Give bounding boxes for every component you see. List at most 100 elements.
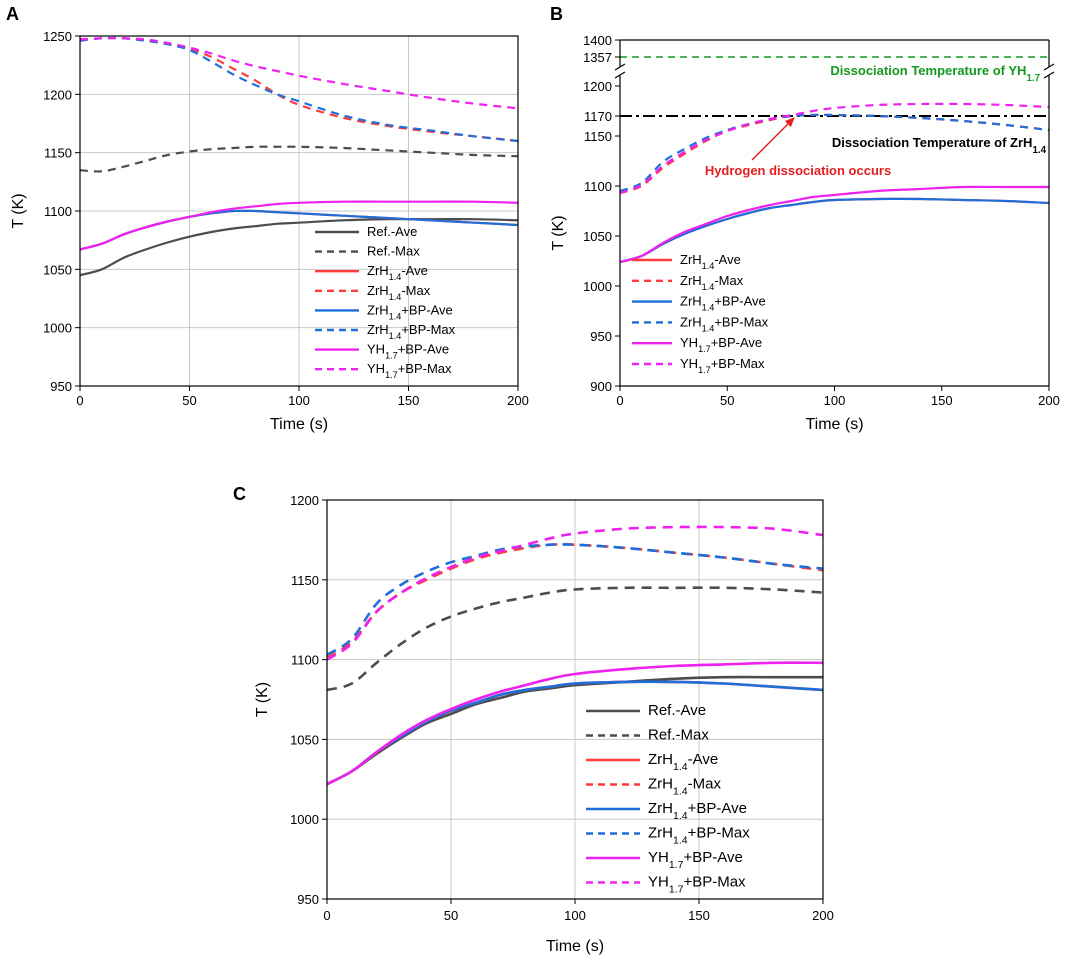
legend-label: YH1.7+BP-Max <box>648 874 746 896</box>
legend-label: ZrH1.4+BP-Max <box>648 825 750 847</box>
x-tick-label: 100 <box>824 393 846 408</box>
legend-label-tail: -Ave <box>714 252 741 267</box>
legend-label-sub: 1.4 <box>389 292 402 302</box>
legend-label-main: YH <box>367 342 385 357</box>
legend-label-tail: -Max <box>401 283 430 298</box>
reference-label-zrh: Dissociation Temperature of ZrH1.4 <box>832 135 1047 156</box>
legend-label-main: ZrH <box>680 294 702 309</box>
legend-label: ZrH1.4-Max <box>648 776 721 798</box>
legend-label-tail: +BP-Ave <box>688 800 747 817</box>
x-tick-label: 200 <box>812 908 834 923</box>
y-tick-label: 1100 <box>584 179 612 194</box>
x-tick-label: 150 <box>688 908 710 923</box>
series-line-zrh1-4-bp-max <box>620 113 1049 193</box>
legend-label-main: ZrH <box>367 283 389 298</box>
legend-label-tail: -Max <box>688 776 722 793</box>
legend-label-main: Ref.-Max <box>367 244 420 259</box>
y-tick-label: 1250 <box>43 29 72 44</box>
legend-label-sub: 1.4 <box>702 282 715 292</box>
legend-label: YH1.7+BP-Ave <box>680 335 762 354</box>
legend-label-main: ZrH <box>367 263 389 278</box>
legend-label-main: YH <box>680 335 698 350</box>
legend-label: ZrH1.4-Ave <box>367 263 428 282</box>
x-tick-label: 0 <box>323 908 330 923</box>
legend-label: ZrH1.4-Ave <box>680 252 741 271</box>
series-line-yh1-7-bp-ave <box>80 200 518 251</box>
legend-label-tail: +BP-Max <box>683 874 746 891</box>
legend-label: Ref.-Max <box>648 727 709 744</box>
legend-label-tail: +BP-Max <box>714 314 768 329</box>
x-tick-label: 200 <box>1038 393 1060 408</box>
legend-label-main: Ref.-Max <box>648 727 709 744</box>
legend-label-tail: +BP-Ave <box>401 302 452 317</box>
y-tick-label: 1050 <box>290 732 319 747</box>
legend-label: Ref.-Ave <box>648 702 706 719</box>
legend-label-tail: +BP-Max <box>398 361 452 376</box>
reference-label-main: Dissociation Temperature of ZrH <box>832 135 1033 150</box>
x-tick-label: 200 <box>507 393 529 408</box>
legend-label-main: Ref.-Ave <box>648 702 706 719</box>
legend-label-tail: +BP-Ave <box>711 335 762 350</box>
y-tick-label: 1200 <box>583 79 612 94</box>
legend-label: ZrH1.4-Max <box>680 273 744 292</box>
legend-label-sub: 1.4 <box>673 810 688 822</box>
legend-label-sub: 1.4 <box>389 311 402 321</box>
legend-label-main: YH <box>367 361 385 376</box>
legend-label-sub: 1.7 <box>698 365 711 375</box>
legend-label-tail: -Ave <box>688 751 719 768</box>
legend-label-sub: 1.4 <box>389 331 402 341</box>
legend-label-sub: 1.7 <box>698 344 711 354</box>
y-tick-label: 1150 <box>44 146 72 161</box>
legend-label-main: ZrH <box>648 751 673 768</box>
y-tick-label: 1200 <box>290 493 319 508</box>
series-line-ref-max <box>327 586 823 692</box>
legend-label: Ref.-Max <box>367 244 420 259</box>
legend-label-sub: 1.7 <box>669 884 684 896</box>
series-line-ref-ave <box>327 675 823 786</box>
x-axis-label: Time (s) <box>546 938 604 955</box>
y-tick-label: 1000 <box>43 321 72 336</box>
legend-label-main: YH <box>648 874 669 891</box>
legend-label: ZrH1.4-Ave <box>648 751 718 773</box>
y-tick-label: 1000 <box>290 812 319 827</box>
reference-label-yh: Dissociation Temperature of YH1.7 <box>830 63 1040 84</box>
series-line-zrh1-4-bp-max <box>80 36 518 143</box>
series-line-yh1-7-bp-max <box>620 102 1049 195</box>
y-axis-label: T (K) <box>254 682 271 717</box>
legend-label-main: ZrH <box>648 825 673 842</box>
series-group <box>80 36 518 277</box>
legend-label: YH1.7+BP-Max <box>367 361 452 380</box>
legend-label-tail: +BP-Ave <box>683 849 742 866</box>
legend-label: ZrH1.4+BP-Ave <box>367 302 453 321</box>
legend-label-tail: +BP-Max <box>688 825 751 842</box>
reference-label-main: Dissociation Temperature of YH <box>830 63 1026 78</box>
x-tick-label: 150 <box>931 393 953 408</box>
series-group <box>327 525 823 786</box>
legend-label-main: ZrH <box>648 800 673 817</box>
axis-break-mark <box>614 63 626 71</box>
legend-label-main: Ref.-Ave <box>367 224 417 239</box>
legend-label-main: ZrH <box>367 322 389 337</box>
y-tick-label: 950 <box>297 892 319 907</box>
legend-label: YH1.7+BP-Ave <box>648 849 743 871</box>
y-tick-label: 1400 <box>583 33 612 48</box>
y-tick-label: 1170 <box>584 109 612 124</box>
reference-label-sub: 1.4 <box>1032 145 1046 156</box>
legend-label-main: YH <box>680 356 698 371</box>
y-tick-label: 1000 <box>583 279 612 294</box>
axis-break-mark <box>1043 71 1055 79</box>
y-tick-label: 1357 <box>583 50 612 65</box>
panel-letter-a: A <box>6 4 19 24</box>
chart-panel-b: 0 50 100 150 200 900 950 1000 1050 1100 1150 1170 12… <box>550 33 1060 433</box>
panel-letter-b: B <box>550 4 563 24</box>
annotation-arrow-head <box>784 117 795 127</box>
series-line-zrh1-4-max <box>80 36 518 143</box>
y-tick-label: 950 <box>50 379 72 394</box>
chart-panel-c: 0 50 100 150 200 950 1000 1050 1100 1150 1200 Time … <box>254 493 834 955</box>
y-tick-label: 1050 <box>43 262 72 277</box>
y-tick-label: 1200 <box>43 87 72 102</box>
legend-label: YH1.7+BP-Max <box>680 356 765 375</box>
y-tick-label: 1100 <box>44 204 72 219</box>
x-tick-label: 0 <box>616 393 623 408</box>
